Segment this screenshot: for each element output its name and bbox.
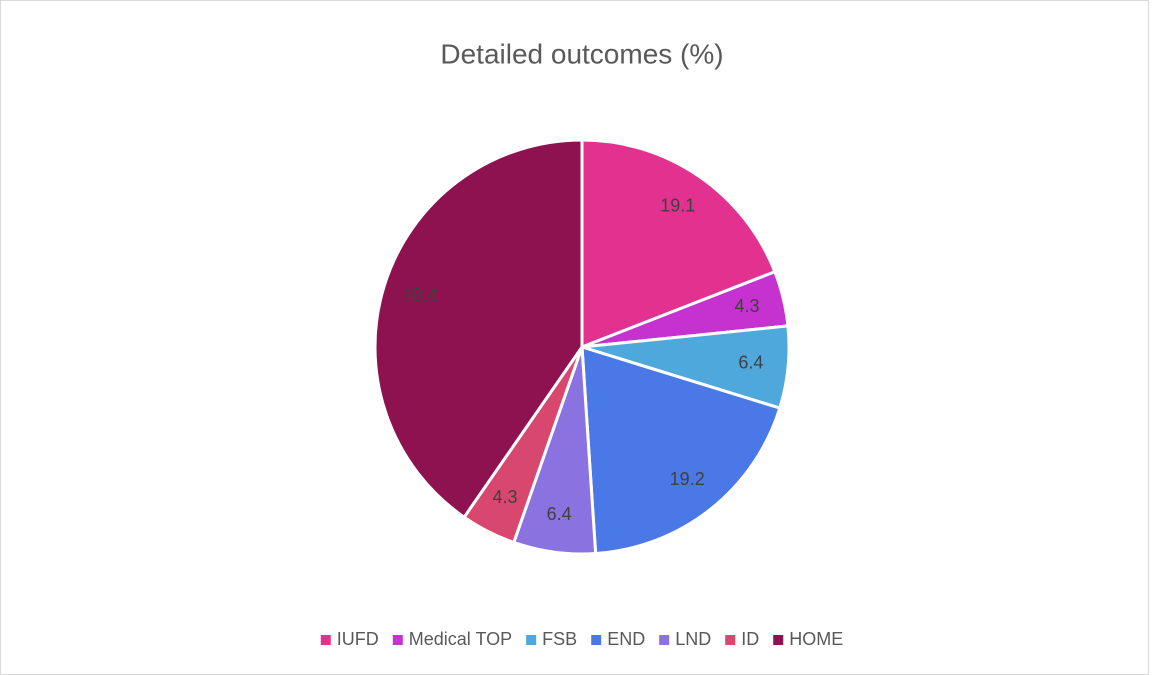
chart-title: Detailed outcomes (%): [440, 38, 723, 69]
legend-label: END: [607, 629, 645, 649]
pie-slice: [373, 138, 584, 520]
legend-swatch: [725, 635, 736, 645]
data-label: 19.2: [670, 469, 705, 489]
legend-label: IUFD: [337, 629, 379, 649]
data-label: 4.3: [734, 296, 759, 316]
legend-swatch: [591, 635, 602, 645]
data-label: 6.4: [547, 504, 572, 524]
legend-label: ID: [741, 629, 759, 649]
legend-label: HOME: [789, 629, 843, 649]
pie-slice: [580, 138, 777, 350]
legend-label: LND: [675, 629, 711, 649]
legend-label: Medical TOP: [409, 629, 512, 649]
data-label: 4.3: [492, 487, 517, 507]
legend-swatch: [392, 635, 403, 645]
legend-swatch: [320, 635, 331, 645]
data-label: 40.4: [402, 285, 437, 305]
legend-label: FSB: [542, 629, 577, 649]
legend-swatch: [773, 635, 784, 645]
legend-swatch: [526, 635, 537, 645]
pie-slice: [580, 344, 782, 556]
data-label: 6.4: [738, 353, 763, 373]
legend-swatch: [659, 635, 670, 645]
data-label: 19.1: [660, 196, 695, 216]
